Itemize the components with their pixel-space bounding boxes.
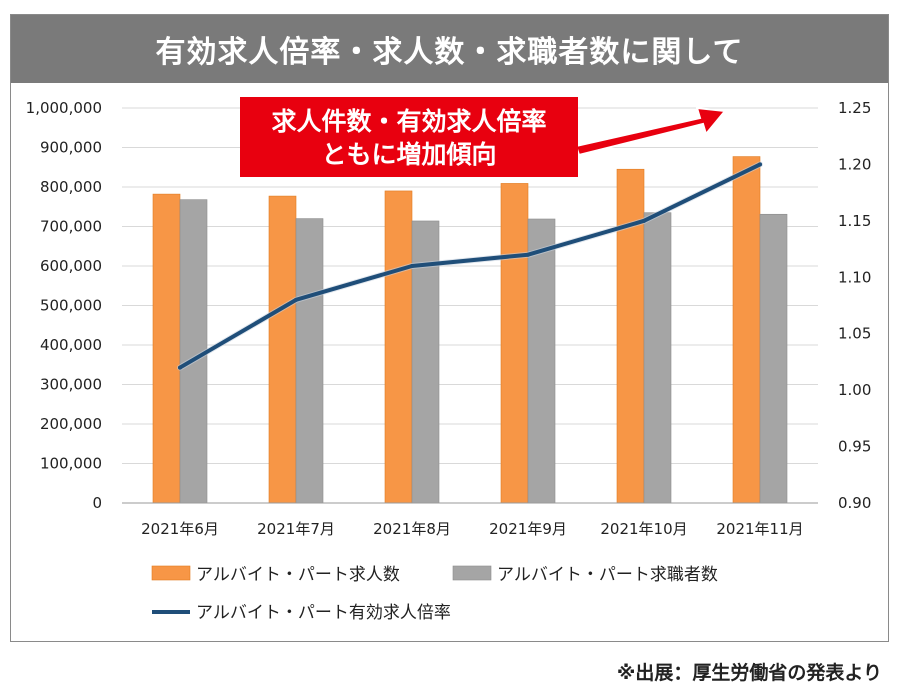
y-axis-left: 0 100,000 200,000 300,000 400,000 500,000 600,… [26, 99, 102, 512]
y-tick-label: 600,000 [40, 257, 102, 275]
ratio-point [178, 365, 182, 370]
y-tick-label: 700,000 [40, 218, 102, 236]
ratio-point [758, 162, 762, 167]
y-axis-right: 0.90 0.95 1.00 1.05 1.10 1.15 1.20 1.25 [838, 99, 871, 512]
chart-title: 有効求人倍率・求人数・求職者数に関して [11, 15, 888, 83]
ratio-point [642, 218, 646, 223]
callout-line-1: 求人件数・有効求人倍率 [271, 107, 546, 136]
y-tick-label: 900,000 [40, 139, 102, 157]
bar-job-openings [384, 190, 413, 504]
callout-arrow [574, 106, 727, 157]
y-tick-label: 500,000 [40, 297, 102, 315]
ratio-line-path [178, 162, 762, 370]
x-tick-label: 2021年10月 [600, 520, 687, 538]
legend-label-job-openings: アルバイト・パート求人数 [196, 565, 400, 585]
bar-job-seekers [759, 213, 788, 504]
bar-job-seekers [295, 218, 324, 504]
legend-label-job-seekers: アルバイト・パート求職者数 [497, 565, 718, 585]
ratio-point [526, 252, 530, 257]
y-tick-label: 100,000 [40, 455, 102, 473]
legend-swatch-job-openings [151, 565, 191, 581]
bar-job-openings [268, 195, 297, 504]
x-tick-label: 2021年6月 [141, 520, 219, 538]
x-axis: 2021年6月 2021年7月 2021年8月 2021年9月 2021年10月 2021… [122, 502, 818, 538]
y-tick-label: 200,000 [40, 415, 102, 433]
bar-job-seekers [527, 218, 556, 504]
y2-tick-label: 0.95 [838, 438, 871, 456]
source-note: ※出展：厚生労働省の発表より [616, 662, 882, 684]
x-tick-label: 2021年11月 [716, 520, 803, 538]
callout-box [240, 97, 578, 177]
bar-job-seekers [643, 212, 672, 504]
ratio-point [410, 264, 414, 268]
x-tick-label: 2021年8月 [373, 520, 451, 538]
x-tick-label: 2021年9月 [489, 520, 567, 538]
callout-line-2: ともに増加傾向 [321, 140, 496, 169]
y2-tick-label: 1.15 [838, 212, 871, 230]
y-tick-label: 300,000 [40, 376, 102, 394]
y-tick-label: 400,000 [40, 336, 102, 354]
y2-tick-label: 1.20 [838, 155, 871, 173]
bar-job-openings [500, 183, 529, 504]
x-tick-label: 2021年7月 [257, 520, 335, 538]
bars [152, 156, 788, 504]
ratio-line [177, 161, 763, 371]
y-tick-label: 0 [92, 494, 102, 512]
bar-job-openings [152, 193, 181, 504]
bar-job-openings [732, 156, 761, 504]
legend-swatch-job-seekers [452, 565, 492, 581]
y-tick-label: 800,000 [40, 178, 102, 196]
y2-tick-label: 0.90 [838, 494, 871, 512]
callout: 求人件数・有効求人倍率 ともに増加傾向 [240, 97, 727, 177]
legend-label-ratio: アルバイト・パート有効求人倍率 [196, 603, 451, 623]
ratio-point [294, 297, 298, 302]
y2-tick-label: 1.25 [838, 99, 871, 117]
y2-tick-label: 1.10 [838, 268, 871, 286]
y-tick-label: 1,000,000 [26, 99, 102, 117]
y2-tick-label: 1.00 [838, 381, 871, 399]
y2-tick-label: 1.05 [838, 325, 871, 343]
